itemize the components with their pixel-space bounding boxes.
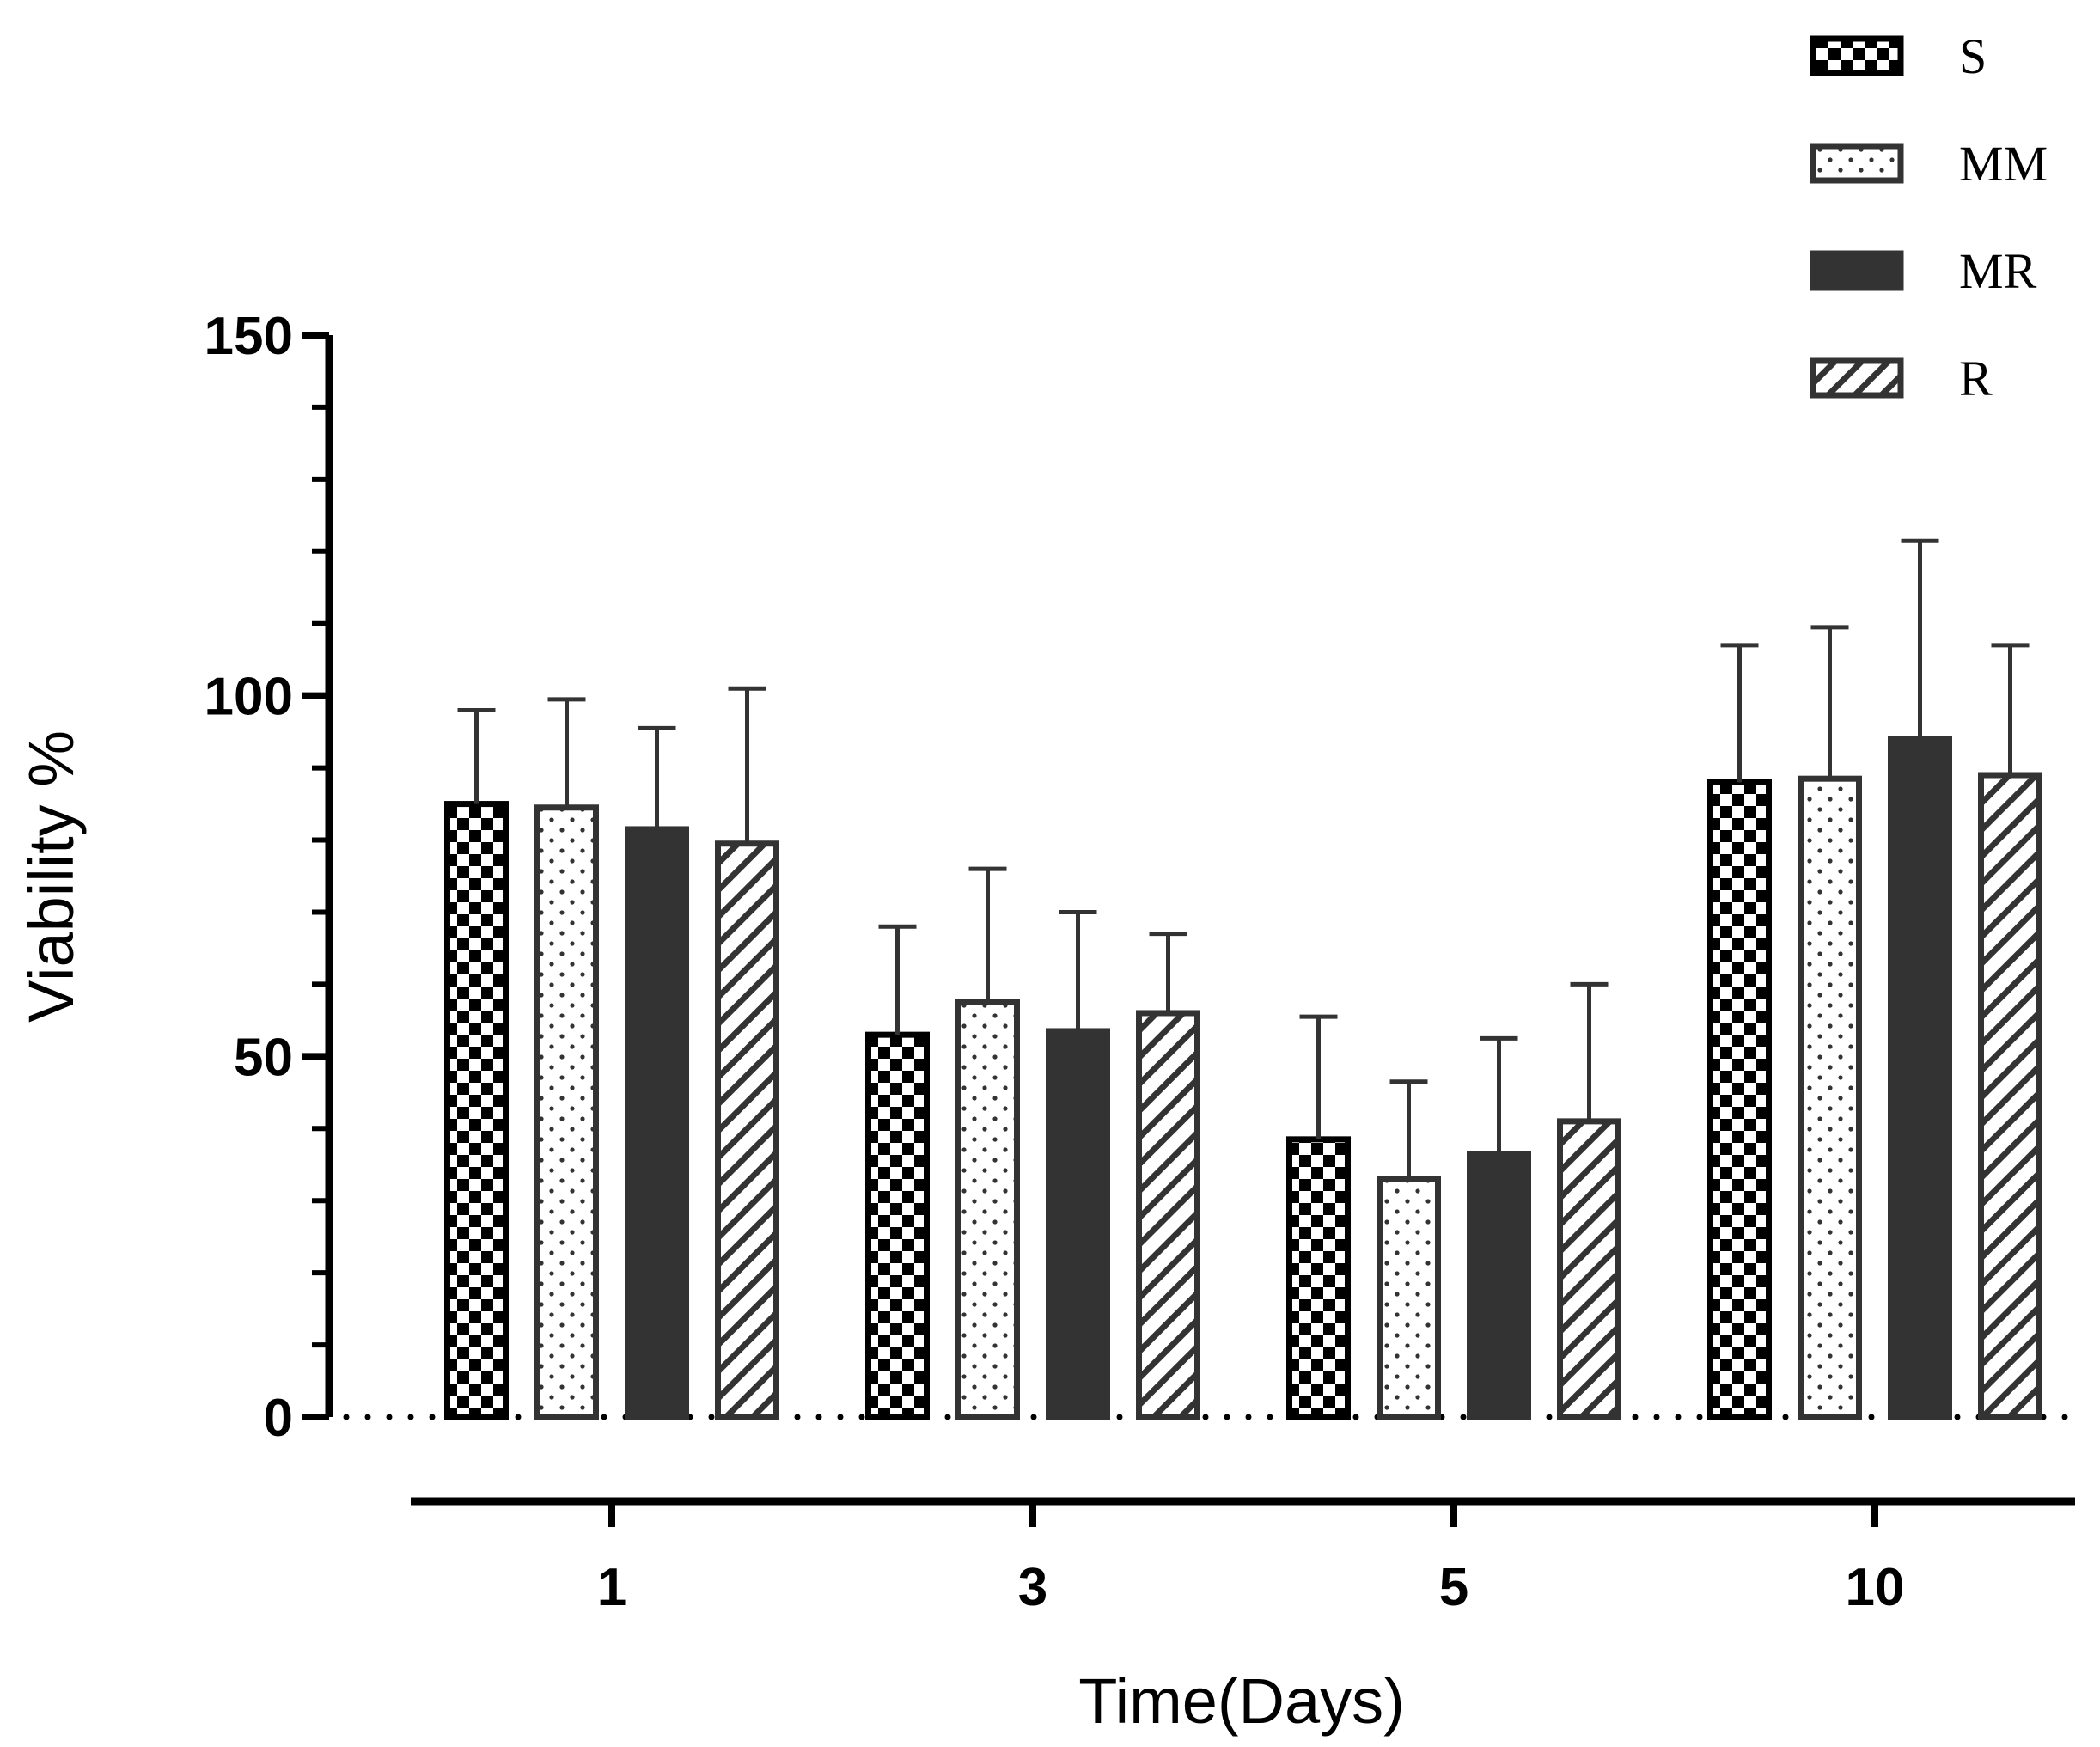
bar-mr-1 xyxy=(625,826,689,1420)
x-tick-label: 5 xyxy=(1439,1558,1468,1617)
x-tick-label: 3 xyxy=(1018,1558,1047,1617)
y-tick-label: 100 xyxy=(205,668,293,727)
bar-mm-5 xyxy=(1377,1176,1441,1420)
bar-r-5 xyxy=(1557,1118,1621,1420)
bar-mr-5 xyxy=(1467,1151,1531,1420)
y-tick-label: 50 xyxy=(234,1028,293,1087)
x-tick-label: 10 xyxy=(1846,1558,1905,1617)
error-bars-group xyxy=(457,538,2030,1180)
x-tick-label: 1 xyxy=(597,1558,626,1617)
legend: S MM MR R xyxy=(1810,28,2048,406)
bars-group xyxy=(444,736,2042,1420)
bar-mm-3 xyxy=(955,999,1020,1420)
legend-label-mm: MM xyxy=(1959,136,2048,192)
y-tick-label: 0 xyxy=(264,1389,293,1448)
bar-mm-10 xyxy=(1798,775,1862,1420)
bar-r-1 xyxy=(715,840,779,1420)
bar-r-10 xyxy=(1978,772,2042,1420)
bar-mr-3 xyxy=(1046,1028,1110,1420)
bar-r-3 xyxy=(1136,1010,1200,1420)
y-axis-title: Viability % xyxy=(15,730,87,1023)
legend-label-s: S xyxy=(1959,28,1987,84)
x-axis-title: Time(Days) xyxy=(1078,1665,1405,1737)
bar-s-10 xyxy=(1707,779,1772,1420)
bar-mr-10 xyxy=(1888,736,1952,1420)
legend-swatch-mr xyxy=(1810,250,1904,291)
legend-swatch-mm xyxy=(1810,143,1904,184)
bar-mm-1 xyxy=(534,804,599,1420)
legend-label-r: R xyxy=(1959,351,1993,406)
legend-swatch-r xyxy=(1810,357,1904,399)
y-tick-label: 150 xyxy=(205,307,293,366)
legend-label-mr: MR xyxy=(1959,243,2037,299)
bar-s-1 xyxy=(444,801,509,1420)
bar-s-3 xyxy=(865,1031,930,1420)
y-axis: 0 50 100 150 xyxy=(205,307,2074,1448)
legend-swatch-s xyxy=(1810,35,1904,76)
bar-s-5 xyxy=(1286,1136,1351,1420)
x-axis: 1 3 5 10 xyxy=(411,1497,2075,1617)
